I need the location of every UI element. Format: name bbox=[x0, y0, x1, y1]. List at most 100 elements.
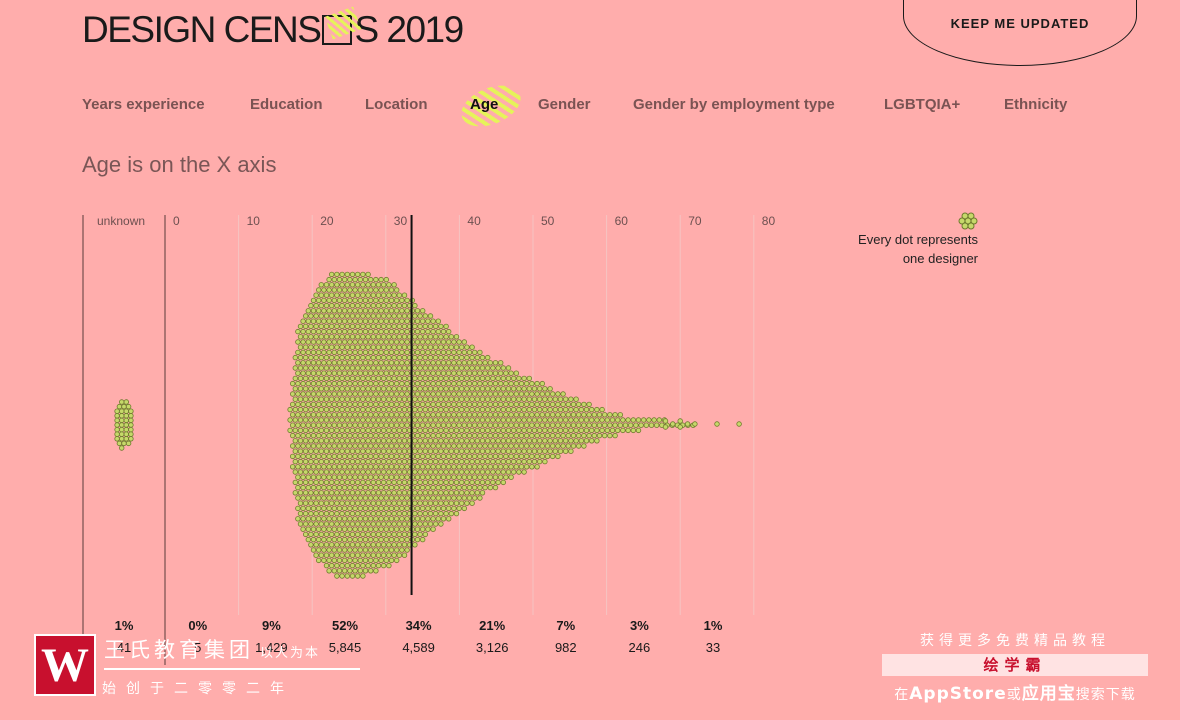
designer-dot bbox=[295, 495, 301, 501]
designer-dot bbox=[336, 516, 343, 522]
designer-dot bbox=[474, 490, 480, 496]
designer-dot bbox=[360, 396, 366, 402]
designer-dot bbox=[464, 386, 470, 392]
designer-dot bbox=[357, 536, 363, 543]
designer-dot bbox=[620, 427, 626, 434]
design-census-logo[interactable]: DESIGN CENS S 2019 bbox=[82, 9, 464, 50]
designer-dot bbox=[417, 313, 423, 319]
designer-dot bbox=[305, 516, 311, 522]
designer-dot bbox=[339, 323, 345, 330]
tab-lgbtqia[interactable]: LGBTQIA+ bbox=[884, 96, 960, 113]
designer-dot bbox=[714, 421, 720, 427]
designer-dot bbox=[547, 427, 553, 434]
designer-dot bbox=[370, 313, 376, 319]
tick-label: 40 bbox=[467, 214, 481, 228]
designer-dot bbox=[381, 302, 387, 309]
designer-dot bbox=[373, 297, 379, 304]
designer-dot bbox=[383, 360, 389, 366]
tab-location[interactable]: Location bbox=[365, 96, 428, 113]
designer-dot bbox=[368, 557, 374, 564]
designer-dot bbox=[381, 334, 387, 340]
designer-dot bbox=[440, 432, 447, 439]
designer-dot bbox=[492, 432, 499, 439]
tab-education[interactable]: Education bbox=[250, 96, 323, 113]
designer-dot bbox=[336, 318, 343, 324]
designer-dot bbox=[326, 505, 332, 512]
designer-dot bbox=[344, 448, 350, 454]
designer-dot bbox=[412, 542, 418, 548]
tab-age[interactable]: Age bbox=[470, 96, 498, 113]
designer-dot bbox=[388, 536, 395, 543]
designer-dot bbox=[576, 422, 582, 428]
designer-dot bbox=[433, 417, 439, 423]
designer-dot bbox=[438, 458, 444, 465]
designer-dot bbox=[500, 448, 506, 454]
designer-dot bbox=[596, 422, 603, 428]
designer-dot bbox=[362, 360, 369, 366]
designer-dot bbox=[331, 484, 337, 491]
designer-dot bbox=[430, 391, 436, 397]
chart-dots bbox=[287, 271, 742, 579]
designer-dot bbox=[357, 308, 363, 314]
designer-dot bbox=[331, 474, 337, 480]
tab-gender[interactable]: Gender bbox=[538, 96, 591, 113]
designer-dot bbox=[313, 323, 319, 330]
designer-dot bbox=[422, 406, 428, 413]
designer-dot bbox=[516, 406, 522, 413]
designer-dot bbox=[438, 354, 444, 361]
designer-dot bbox=[378, 505, 384, 512]
designer-dot bbox=[316, 557, 322, 564]
designer-dot bbox=[464, 365, 470, 371]
designer-dot bbox=[323, 542, 330, 548]
designer-dot bbox=[347, 464, 353, 470]
designer-dot bbox=[477, 349, 483, 356]
designer-dot bbox=[386, 490, 392, 496]
designer-dot bbox=[430, 495, 436, 501]
designer-dot bbox=[368, 360, 374, 366]
designer-dot bbox=[321, 443, 327, 449]
designer-dot bbox=[425, 453, 431, 460]
designer-dot bbox=[347, 536, 353, 543]
designer-dot bbox=[375, 469, 382, 475]
tab-ethnicity[interactable]: Ethnicity bbox=[1004, 96, 1067, 113]
designer-dot bbox=[349, 375, 356, 382]
designer-dot bbox=[360, 510, 366, 517]
designer-dot bbox=[305, 401, 311, 408]
designer-dot bbox=[360, 417, 366, 423]
brand-name-text: 王氏教育集团 bbox=[104, 638, 254, 662]
designer-dot bbox=[401, 469, 408, 475]
designer-dot bbox=[373, 380, 379, 387]
designer-dot bbox=[383, 318, 389, 324]
designer-dot bbox=[342, 380, 348, 387]
designer-dot bbox=[349, 292, 356, 298]
designer-dot bbox=[342, 422, 348, 428]
designer-dot bbox=[466, 422, 473, 428]
designer-dot bbox=[349, 573, 356, 579]
designer-dot bbox=[388, 474, 395, 480]
designer-dot bbox=[365, 531, 371, 538]
designer-dot bbox=[430, 370, 436, 376]
designer-dot bbox=[360, 365, 366, 371]
designer-dot bbox=[443, 334, 449, 340]
designer-dot bbox=[433, 438, 439, 444]
designer-dot bbox=[508, 432, 514, 439]
designer-dot bbox=[487, 432, 493, 439]
designer-dot bbox=[373, 474, 379, 480]
designer-dot bbox=[448, 406, 454, 413]
designer-dot bbox=[435, 328, 441, 335]
designer-dot bbox=[427, 469, 434, 475]
designer-dot bbox=[563, 406, 569, 413]
designer-dot bbox=[391, 313, 397, 319]
tab-years-experience[interactable]: Years experience bbox=[82, 96, 205, 113]
designer-dot bbox=[329, 469, 335, 475]
designer-dot bbox=[386, 521, 392, 527]
designer-dot bbox=[326, 422, 332, 428]
designer-dot bbox=[417, 354, 423, 361]
designer-dot bbox=[485, 375, 491, 382]
tab-gender-by-employment-type[interactable]: Gender by employment type bbox=[633, 96, 835, 113]
designer-dot bbox=[594, 406, 600, 413]
designer-dot bbox=[342, 287, 348, 293]
designer-dot bbox=[336, 391, 343, 397]
designer-dot bbox=[516, 458, 522, 465]
designer-dot bbox=[362, 391, 369, 397]
